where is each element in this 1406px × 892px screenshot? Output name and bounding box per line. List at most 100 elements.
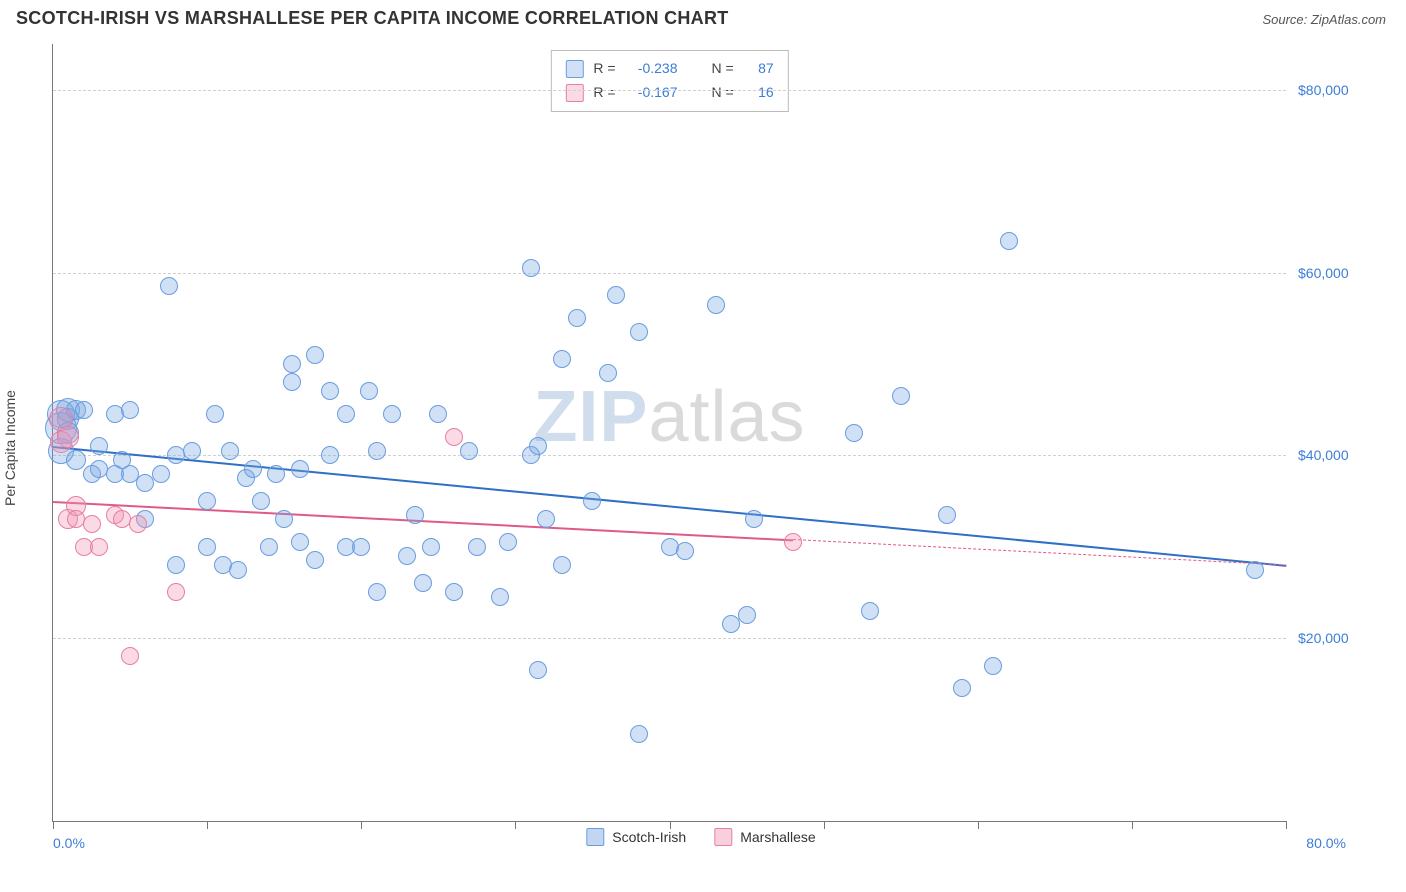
- data-point: [499, 533, 517, 551]
- watermark-part2: atlas: [648, 377, 805, 457]
- data-point: [414, 574, 432, 592]
- x-tick: [1286, 821, 1287, 829]
- legend-label: Scotch-Irish: [612, 829, 686, 845]
- data-point: [553, 350, 571, 368]
- data-point: [129, 515, 147, 533]
- data-point: [267, 465, 285, 483]
- y-tick-label: $20,000: [1298, 630, 1349, 646]
- stats-n-value: 16: [744, 81, 774, 105]
- gridline: [53, 273, 1286, 274]
- data-point: [676, 542, 694, 560]
- data-point: [291, 533, 309, 551]
- data-point: [745, 510, 763, 528]
- legend-swatch: [586, 828, 604, 846]
- data-point: [406, 506, 424, 524]
- y-tick-label: $80,000: [1298, 82, 1349, 98]
- data-point: [183, 442, 201, 460]
- data-point: [152, 465, 170, 483]
- legend-item: Marshallese: [714, 828, 815, 846]
- data-point: [291, 460, 309, 478]
- data-point: [306, 551, 324, 569]
- data-point: [398, 547, 416, 565]
- data-point: [360, 382, 378, 400]
- data-point: [953, 679, 971, 697]
- legend-swatch: [714, 828, 732, 846]
- data-point: [321, 446, 339, 464]
- legend-item: Scotch-Irish: [586, 828, 686, 846]
- data-point: [337, 405, 355, 423]
- data-point: [167, 556, 185, 574]
- data-point: [57, 426, 79, 448]
- x-tick: [978, 821, 979, 829]
- data-point: [607, 286, 625, 304]
- data-point: [445, 583, 463, 601]
- data-point: [892, 387, 910, 405]
- y-tick-label: $40,000: [1298, 447, 1349, 463]
- data-point: [90, 437, 108, 455]
- watermark-part1: ZIP: [533, 377, 648, 457]
- data-point: [252, 492, 270, 510]
- data-point: [738, 606, 756, 624]
- x-tick: [515, 821, 516, 829]
- data-point: [445, 428, 463, 446]
- correlation-stats-box: R = -0.238 N = 87 R = -0.167 N = 16: [550, 50, 788, 112]
- stats-n-label: N =: [712, 81, 734, 105]
- stats-row: R = -0.167 N = 16: [565, 81, 773, 105]
- stats-r-label: R =: [593, 57, 615, 81]
- data-point: [383, 405, 401, 423]
- data-point: [368, 583, 386, 601]
- stats-r-value: -0.238: [626, 57, 678, 81]
- data-point: [321, 382, 339, 400]
- chart-container: Per Capita Income ZIPatlas R =-0.238N =8…: [16, 44, 1386, 852]
- stats-row: R = -0.238 N = 87: [565, 57, 773, 81]
- data-point: [90, 538, 108, 556]
- data-point: [83, 515, 101, 533]
- source-attribution: Source: ZipAtlas.com: [1262, 12, 1386, 27]
- data-point: [491, 588, 509, 606]
- gridline: [53, 638, 1286, 639]
- data-point: [537, 510, 555, 528]
- data-point: [75, 401, 93, 419]
- data-point: [283, 373, 301, 391]
- data-point: [984, 657, 1002, 675]
- gridline: [53, 90, 1286, 91]
- data-point: [160, 277, 178, 295]
- data-point: [221, 442, 239, 460]
- data-point: [275, 510, 293, 528]
- x-tick: [207, 821, 208, 829]
- data-point: [630, 323, 648, 341]
- data-point: [1246, 561, 1264, 579]
- legend-label: Marshallese: [740, 829, 815, 845]
- x-tick: [1132, 821, 1133, 829]
- data-point: [206, 405, 224, 423]
- x-axis-max-label: 80.0%: [1306, 835, 1346, 851]
- x-tick: [361, 821, 362, 829]
- data-point: [568, 309, 586, 327]
- data-point: [861, 602, 879, 620]
- data-point: [1000, 232, 1018, 250]
- y-tick-label: $60,000: [1298, 265, 1349, 281]
- plot-area: ZIPatlas R =-0.238N =87R =-0.167N =16 $2…: [52, 44, 1286, 822]
- data-point: [460, 442, 478, 460]
- chart-title: SCOTCH-IRISH VS MARSHALLESE PER CAPITA I…: [16, 8, 729, 29]
- stats-swatch: [565, 84, 583, 102]
- data-point: [630, 725, 648, 743]
- stats-r-label: R =: [593, 81, 615, 105]
- data-point: [368, 442, 386, 460]
- data-point: [707, 296, 725, 314]
- trend-line: [793, 539, 1286, 566]
- stats-r-value: -0.167: [626, 81, 678, 105]
- data-point: [121, 401, 139, 419]
- x-tick: [53, 821, 54, 829]
- stats-n-value: 87: [744, 57, 774, 81]
- data-point: [522, 259, 540, 277]
- watermark: ZIPatlas: [533, 376, 805, 458]
- x-axis-min-label: 0.0%: [53, 835, 85, 851]
- stats-n-label: N =: [712, 57, 734, 81]
- data-point: [553, 556, 571, 574]
- data-point: [583, 492, 601, 510]
- data-point: [198, 492, 216, 510]
- x-tick: [824, 821, 825, 829]
- y-axis-label: Per Capita Income: [2, 390, 18, 506]
- data-point: [306, 346, 324, 364]
